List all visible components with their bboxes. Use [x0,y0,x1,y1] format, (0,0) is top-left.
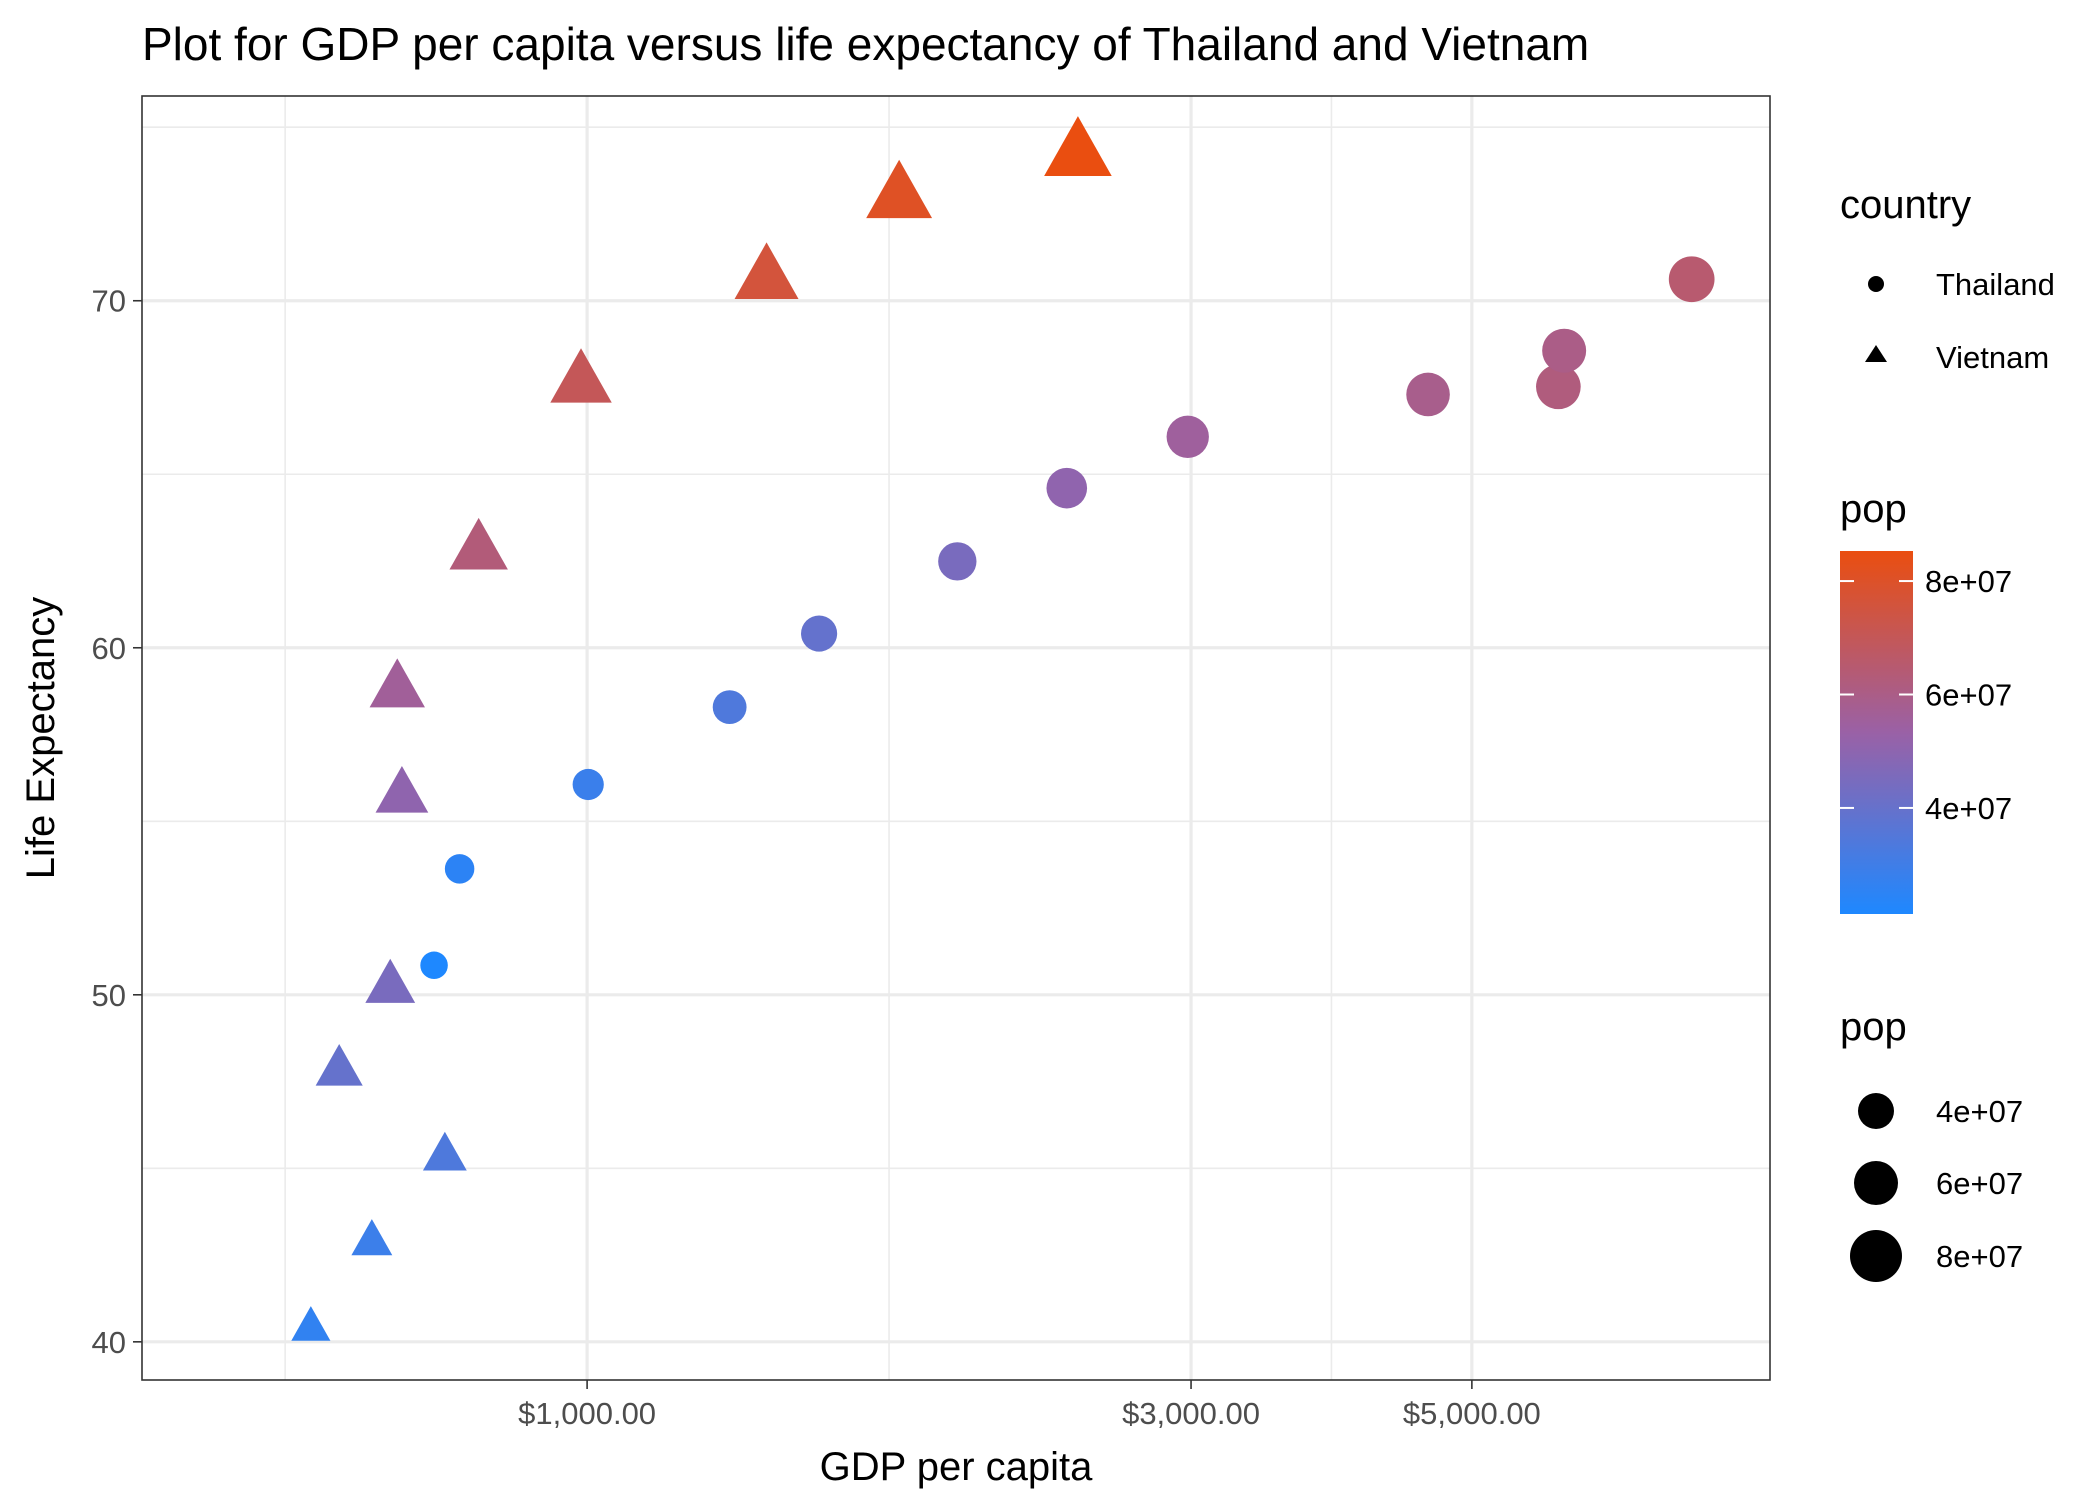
legend-color: pop 4e+07 6e+07 8e+07 [1840,487,2012,914]
point-vietnam [369,658,425,708]
y-axis: 40 50 60 70 [92,284,142,1360]
point-vietnam [365,958,416,1003]
x-tick-label: $5,000.00 [1403,1396,1541,1431]
point-thailand [1406,372,1450,417]
y-tick-label: 40 [92,1325,126,1360]
legend-size-label-6e07: 6e+07 [1936,1166,2023,1201]
point-thailand [1542,328,1587,373]
legend-vietnam-label: Vietnam [1936,340,2049,375]
point-vietnam [375,765,429,813]
legend-size: pop 4e+07 6e+07 8e+07 [1840,1005,2023,1282]
legend-color-title: pop [1840,487,1907,531]
legend-size-key-8e07 [1850,1230,1902,1282]
legend-size-label-8e07: 8e+07 [1936,1239,2023,1274]
grid-lines [142,96,1770,1380]
y-tick-label: 50 [92,978,126,1013]
color-bar-label: 6e+07 [1925,677,2012,712]
legend-size-title: pop [1840,1005,1907,1049]
point-vietnam [1044,116,1112,176]
x-tick-label: $3,000.00 [1122,1396,1260,1431]
y-axis-title: Life Expectancy [19,597,63,879]
color-bar-label: 8e+07 [1925,564,2012,599]
point-vietnam [351,1219,393,1256]
point-thailand [1046,467,1088,509]
point-vietnam [315,1043,363,1086]
x-axis: $1,000.00 $3,000.00 $5,000.00 [518,1380,1541,1431]
legend-country-title: country [1840,183,1971,227]
point-thailand [444,854,475,884]
point-vietnam [291,1306,331,1341]
data-points [291,116,1715,1341]
color-bar-label: 4e+07 [1925,791,2012,826]
point-thailand [1166,415,1209,458]
point-vietnam [422,1131,467,1171]
x-axis-title: GDP per capita [820,1445,1093,1489]
y-tick-label: 60 [92,631,126,666]
point-vietnam [734,242,799,299]
chart-title: Plot for GDP per capita versus life expe… [142,18,1589,70]
panel-border [141,95,1771,1381]
point-vietnam [449,517,508,570]
color-bar [1840,551,1913,914]
legend-size-label-4e07: 4e+07 [1936,1094,2023,1129]
legend-size-key-6e07 [1854,1161,1898,1205]
point-thailand [572,768,604,801]
point-vietnam [866,159,933,219]
legend-size-key-4e07 [1858,1093,1894,1129]
point-thailand [938,542,977,581]
x-tick-label: $1,000.00 [518,1396,656,1431]
point-thailand [1668,256,1715,303]
point-vietnam [550,348,612,403]
legend-thailand-label: Thailand [1936,267,2055,302]
point-thailand [420,951,448,980]
point-thailand [712,690,747,725]
legend-thailand-key [1868,276,1884,292]
legend-country: country Thailand Vietnam [1840,183,2055,375]
point-thailand [1536,364,1581,410]
legend-vietnam-key [1865,345,1887,362]
y-tick-label: 70 [92,284,126,319]
point-thailand [801,615,838,652]
